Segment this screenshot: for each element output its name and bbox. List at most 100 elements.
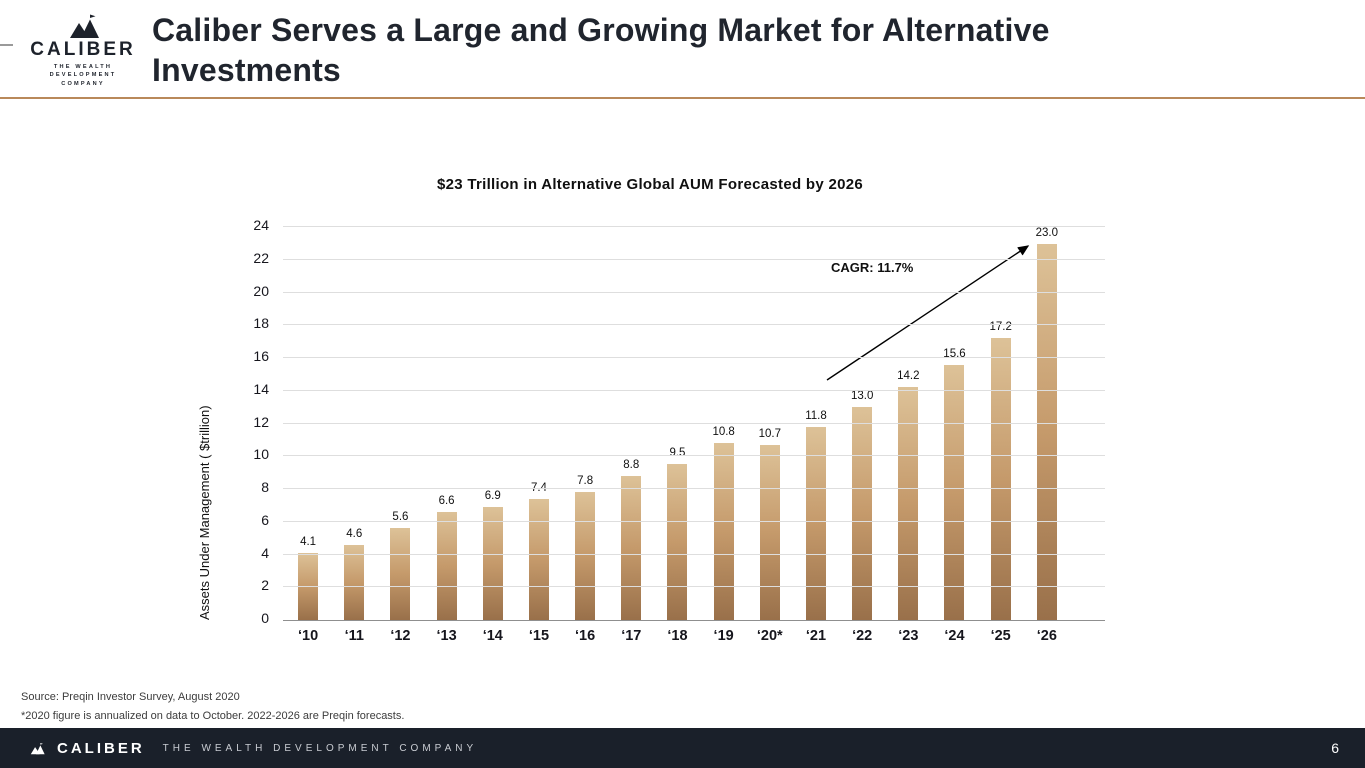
bar xyxy=(898,387,919,620)
bar-value-label: 6.6 xyxy=(438,494,455,507)
bar xyxy=(436,511,457,620)
edge-dash xyxy=(0,44,13,46)
logo-brand-text: CALIBER xyxy=(30,39,136,60)
bar xyxy=(390,528,411,620)
y-tick-label: 8 xyxy=(261,479,269,496)
y-tick-label: 24 xyxy=(253,217,269,233)
gridline-18: 18 xyxy=(253,315,1105,331)
x-tick-label: ‘22 xyxy=(852,628,873,644)
bar xyxy=(528,498,549,620)
cagr-trend-arrow xyxy=(826,245,1030,381)
bar-value-label: 7.8 xyxy=(577,475,594,488)
logo-tagline-text: THE WEALTH DEVELOPMENT COMPANY xyxy=(49,64,117,87)
gridline-10: 10 xyxy=(253,446,1105,462)
footer-brand-text: CALIBER xyxy=(57,739,145,757)
x-axis-labels: ‘10 ‘11 ‘12 ‘13 ‘14 ‘15 ‘16 ‘17 ‘18 ‘19 ‘20* ‘21 ‘22… xyxy=(285,628,1070,644)
bar-slot-21: 11.8 xyxy=(793,227,839,620)
footer-bar: CALIBER THE WEALTH DEVELOPMENT COMPANY 6 xyxy=(0,728,1365,768)
bar xyxy=(1036,244,1057,620)
footer-tagline-text: THE WEALTH DEVELOPMENT COMPANY xyxy=(162,742,478,754)
bar xyxy=(990,338,1011,620)
footer-mountain-icon xyxy=(30,742,45,754)
y-axis-label: Assets Under Management ( $trillion) xyxy=(197,405,212,620)
bar-value-label: 4.1 xyxy=(300,535,317,548)
gridline-24: 24 xyxy=(253,217,1105,233)
x-tick-label: ‘11 xyxy=(344,628,364,644)
bar-slot-23: 14.2 xyxy=(885,227,931,620)
y-tick-label: 12 xyxy=(253,413,269,430)
y-tick-label: 10 xyxy=(253,446,269,463)
x-tick-label: ‘16 xyxy=(575,628,596,644)
y-tick-label: 2 xyxy=(261,577,269,594)
bar-slot-17: 8.8 xyxy=(608,227,654,620)
bar-slot-13: 6.6 xyxy=(424,227,470,620)
gridline-20: 20 xyxy=(253,283,1105,299)
bar-value-label: 7.4 xyxy=(530,481,547,494)
footnotes: Source: Preqin Investor Survey, August 2… xyxy=(21,688,404,725)
bar-slot-14: 6.9 xyxy=(470,227,516,620)
x-tick-label: ‘10 xyxy=(298,628,319,644)
x-tick-label: ‘24 xyxy=(944,628,965,644)
bar xyxy=(852,407,873,620)
bar-value-label: 14.2 xyxy=(897,370,920,383)
bar-slot-12: 5.6 xyxy=(377,227,423,620)
y-tick-label: 20 xyxy=(253,282,269,299)
bar-slot-18: 9.5 xyxy=(654,227,700,620)
x-tick-label: ‘17 xyxy=(621,628,642,644)
y-tick-label: 18 xyxy=(253,315,269,332)
bar xyxy=(575,492,596,620)
x-tick-label: ‘12 xyxy=(390,628,411,644)
gridline-16: 16 xyxy=(253,348,1105,364)
x-tick-label: ‘15 xyxy=(528,628,550,644)
bars-area: 4.1 4.6 5.6 6.6 6.9 7.4 7.8 8.8 9.5 10.8 10.7 11.8 1… xyxy=(285,227,1070,620)
bar-value-label: 13.0 xyxy=(850,390,874,403)
bar-value-label: 5.6 xyxy=(392,511,409,524)
cagr-label: CAGR: 11.7% xyxy=(831,260,914,275)
x-tick-label: ‘18 xyxy=(667,628,688,644)
bar xyxy=(344,544,365,620)
gridline-6: 6 xyxy=(261,512,1105,528)
bar-chart: Assets Under Management ( $trillion) 4.1… xyxy=(197,217,1105,626)
page-number: 6 xyxy=(1331,740,1339,756)
x-tick-label: ‘25 xyxy=(990,628,1011,644)
gridline-14: 14 xyxy=(253,381,1105,397)
bar-slot-24: 15.6 xyxy=(931,227,977,620)
bar xyxy=(805,426,826,620)
bar-value-label: 9.5 xyxy=(669,447,686,460)
x-tick-label: ‘23 xyxy=(898,628,919,644)
gold-divider xyxy=(0,97,1365,99)
y-tick-label: 4 xyxy=(261,544,269,561)
gridline-4: 4 xyxy=(261,545,1105,561)
bar-slot-15: 7.4 xyxy=(516,227,562,620)
bar-value-label: 8.8 xyxy=(623,458,640,471)
bar-slot-19: 10.8 xyxy=(701,227,747,620)
x-tick-label: ‘20* xyxy=(756,628,783,644)
header: CALIBER THE WEALTH DEVELOPMENT COMPANY C… xyxy=(26,10,1212,90)
x-tick-label: ‘14 xyxy=(482,628,503,644)
y-tick-label: 22 xyxy=(253,249,269,266)
chart-title: $23 Trillion in Alternative Global AUM F… xyxy=(436,176,864,193)
y-tick-label: 16 xyxy=(253,348,269,365)
x-tick-label: ‘21 xyxy=(805,628,827,644)
bar xyxy=(944,364,965,620)
page-title: Caliber Serves a Large and Growing Marke… xyxy=(152,12,1050,88)
bar-value-label: 4.6 xyxy=(346,527,363,540)
bar-value-label: 10.7 xyxy=(758,427,781,440)
asterisk-note: *2020 figure is annualized on data to Oc… xyxy=(21,709,405,722)
bar-value-label: 23.0 xyxy=(1035,227,1059,239)
gridline-12: 12 xyxy=(253,414,1105,430)
y-tick-label: 0 xyxy=(261,610,269,626)
bar-slot-22: 13.0 xyxy=(839,227,885,620)
x-tick-label: ‘13 xyxy=(436,628,457,644)
y-tick-label: 6 xyxy=(261,511,269,528)
gridline-8: 8 xyxy=(261,479,1105,495)
bar-value-label: 6.9 xyxy=(484,490,501,503)
x-tick-label: ‘19 xyxy=(713,628,734,644)
bar-value-label: 11.8 xyxy=(805,409,827,422)
bar xyxy=(482,507,503,620)
bar-value-label: 10.8 xyxy=(712,426,735,439)
gridline-2: 2 xyxy=(261,577,1105,593)
bar xyxy=(621,475,642,620)
gridline-0: 0 xyxy=(261,610,1105,626)
